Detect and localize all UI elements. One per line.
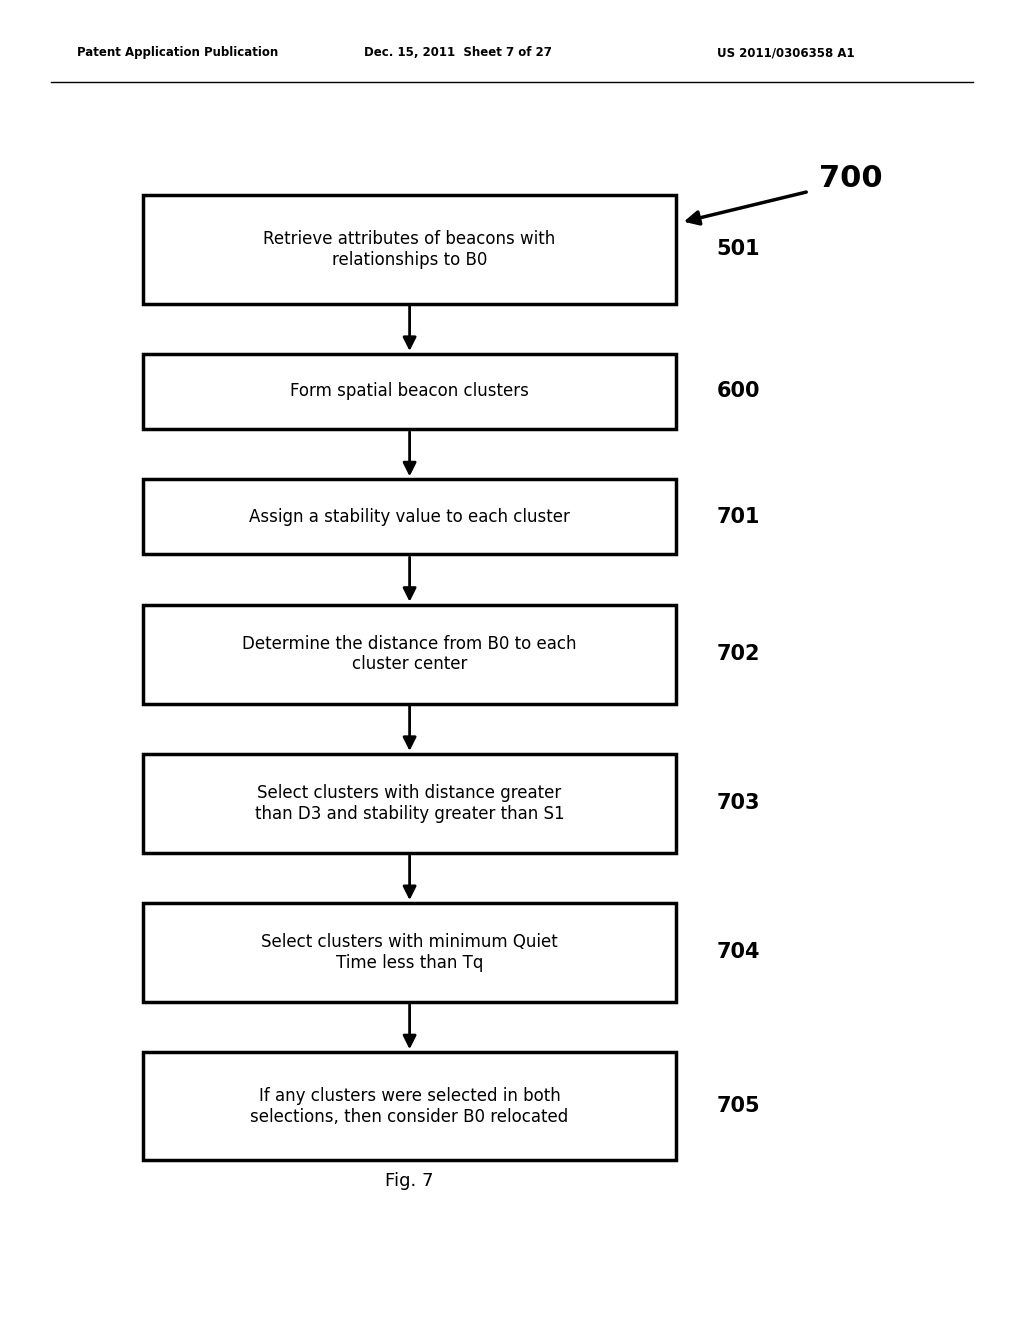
Text: 703: 703 <box>717 793 760 813</box>
Text: Select clusters with distance greater
than D3 and stability greater than S1: Select clusters with distance greater th… <box>255 784 564 822</box>
Text: 700: 700 <box>819 164 883 193</box>
Bar <box>143 605 676 704</box>
Text: Determine the distance from B0 to each
cluster center: Determine the distance from B0 to each c… <box>243 635 577 673</box>
Bar <box>143 903 676 1002</box>
Text: If any clusters were selected in both
selections, then consider B0 relocated: If any clusters were selected in both se… <box>251 1086 568 1126</box>
Text: 704: 704 <box>717 942 760 962</box>
Text: Dec. 15, 2011  Sheet 7 of 27: Dec. 15, 2011 Sheet 7 of 27 <box>364 46 551 59</box>
Text: 705: 705 <box>717 1096 761 1117</box>
Text: Select clusters with minimum Quiet
Time less than Tq: Select clusters with minimum Quiet Time … <box>261 933 558 972</box>
Text: 501: 501 <box>717 239 761 260</box>
Bar <box>143 479 676 554</box>
Text: Patent Application Publication: Patent Application Publication <box>77 46 279 59</box>
Bar <box>143 354 676 429</box>
Text: Retrieve attributes of beacons with
relationships to B0: Retrieve attributes of beacons with rela… <box>263 230 556 269</box>
Text: Fig. 7: Fig. 7 <box>385 1172 434 1191</box>
Text: US 2011/0306358 A1: US 2011/0306358 A1 <box>717 46 854 59</box>
Text: 600: 600 <box>717 381 760 401</box>
Text: Form spatial beacon clusters: Form spatial beacon clusters <box>290 383 529 400</box>
Text: 701: 701 <box>717 507 760 527</box>
Text: 702: 702 <box>717 644 760 664</box>
Text: Assign a stability value to each cluster: Assign a stability value to each cluster <box>249 508 570 525</box>
Bar <box>143 1052 676 1160</box>
Bar <box>143 195 676 304</box>
Bar <box>143 754 676 853</box>
